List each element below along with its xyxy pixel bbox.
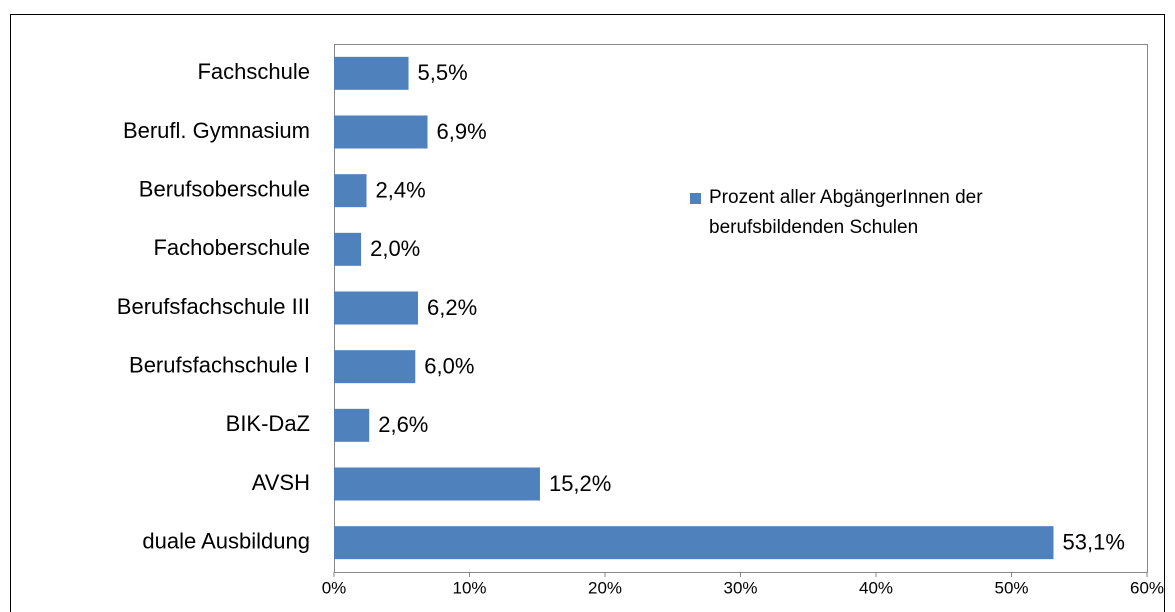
bar xyxy=(334,526,1054,560)
value-label: 6,9% xyxy=(436,119,486,144)
bar xyxy=(334,467,540,501)
y-tick-label: Berufl. Gymnasium xyxy=(123,118,310,143)
bar xyxy=(334,174,367,208)
value-label: 15,2% xyxy=(549,471,611,496)
bar xyxy=(334,291,419,325)
bar xyxy=(334,232,362,266)
x-tick-label: 30% xyxy=(723,578,757,597)
x-tick-label: 0% xyxy=(322,578,347,597)
value-label: 53,1% xyxy=(1063,529,1125,554)
value-label: 2,0% xyxy=(370,236,420,261)
value-label: 2,4% xyxy=(376,177,426,202)
y-tick-label: Fachoberschule xyxy=(153,235,310,260)
legend-label: Prozent aller AbgängerInnen der berufsbi… xyxy=(709,187,983,238)
value-label: 2,6% xyxy=(378,412,428,437)
value-label: 5,5% xyxy=(418,60,468,85)
y-tick-label: Berufsfachschule III xyxy=(117,294,310,319)
y-tick-label: duale Ausbildung xyxy=(142,528,310,553)
x-tick-label: 10% xyxy=(452,578,486,597)
chart-border xyxy=(10,14,1165,612)
y-tick-label: Fachschule xyxy=(197,59,310,84)
y-tick-label: Berufsfachschule I xyxy=(129,352,310,377)
y-tick-label: Berufsoberschule xyxy=(139,176,310,201)
bar xyxy=(334,350,416,384)
y-tick-label: BIK-DaZ xyxy=(226,411,310,436)
value-label: 6,2% xyxy=(427,295,477,320)
x-tick-label: 40% xyxy=(859,578,893,597)
bar xyxy=(334,408,370,442)
bar xyxy=(334,56,409,90)
value-label: 6,0% xyxy=(424,353,474,378)
legend: Prozent aller AbgängerInnen der berufsbi… xyxy=(690,183,1070,243)
legend-swatch xyxy=(690,193,701,204)
y-tick-label: AVSH xyxy=(252,470,310,495)
x-tick-label: 60% xyxy=(1130,578,1164,597)
x-tick-label: 20% xyxy=(588,578,622,597)
bar xyxy=(334,115,428,149)
x-tick-label: 50% xyxy=(994,578,1028,597)
